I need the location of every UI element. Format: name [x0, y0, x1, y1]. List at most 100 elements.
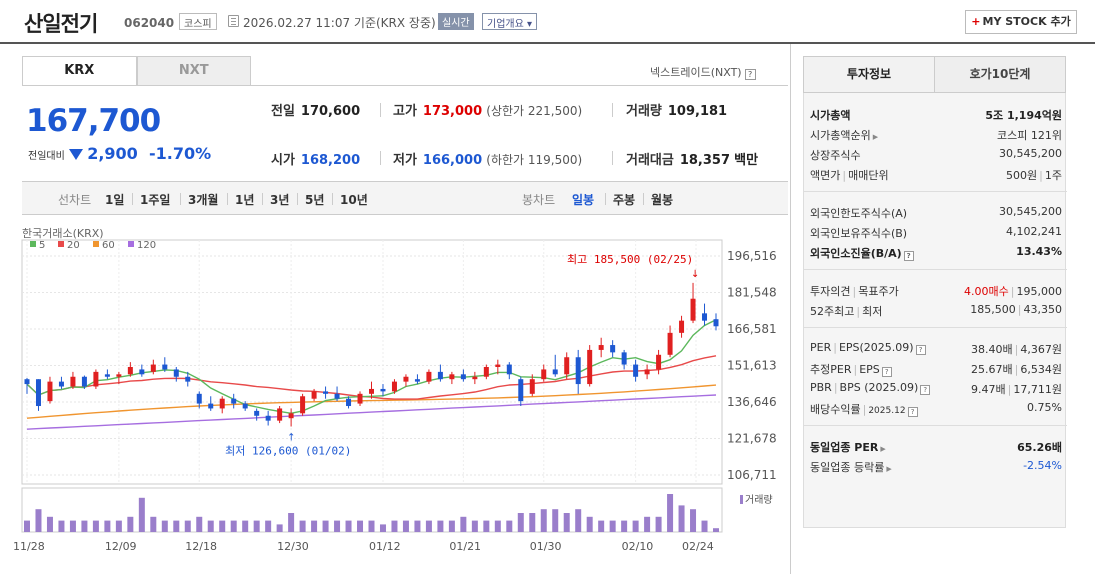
- volume-bar: [196, 516, 203, 532]
- row-sector-per[interactable]: 동일업종 PER ▶ 65.26배: [810, 441, 1062, 454]
- candle-body: [81, 376, 87, 387]
- candle-body: [311, 391, 317, 399]
- help-icon[interactable]: ?: [881, 367, 892, 377]
- candle-monthly[interactable]: 월봉: [651, 193, 674, 207]
- row-sector-rate[interactable]: 동일업종 등락률 ▶ -2.54%: [810, 459, 1062, 474]
- candle-body: [254, 410, 260, 416]
- volume-bar: [24, 520, 30, 532]
- y-tick-label: 196,516: [727, 249, 777, 263]
- volume-bar: [150, 516, 157, 532]
- plot-frame: [21, 239, 723, 485]
- volume-bar: [92, 520, 99, 532]
- volume-bar: [471, 520, 478, 532]
- volume-bar: [276, 524, 283, 532]
- candle-body: [219, 398, 225, 409]
- period-1y[interactable]: 1년: [235, 193, 255, 207]
- nextrade-link[interactable]: 넥스트레이드(NXT)?: [650, 64, 756, 80]
- price-change: 전일대비 2,900 -1.70%: [28, 144, 211, 163]
- candle-body: [633, 364, 639, 377]
- volume-legend-swatch: [740, 495, 743, 504]
- market-badge: 코스피: [179, 13, 217, 30]
- help-icon[interactable]: ?: [920, 385, 931, 395]
- help-icon[interactable]: ?: [744, 69, 756, 80]
- candle-body: [449, 374, 455, 380]
- row-pbr: PBR | BPS (2025.09)? 9.47배 | 17,711원: [810, 381, 1062, 396]
- legend-swatch: [30, 241, 36, 247]
- plus-icon: +: [971, 15, 981, 28]
- divider: [804, 191, 1067, 192]
- candle-body: [104, 374, 110, 377]
- tab-krx[interactable]: KRX: [22, 56, 137, 86]
- mystock-add-button[interactable]: + MY STOCK 추가: [965, 10, 1077, 34]
- row-foreign-hold: 외국인보유주식수(B) 4,102,241: [810, 225, 1062, 240]
- candle-body: [357, 393, 363, 404]
- candle-body: [35, 379, 41, 407]
- tab-orderbook[interactable]: 호가10단계: [935, 56, 1066, 93]
- candle-body: [656, 354, 662, 370]
- x-tick-label: 12/30: [277, 540, 309, 553]
- period-3y[interactable]: 3년: [270, 193, 290, 207]
- volume-bar: [357, 520, 364, 532]
- legend-label: 120: [137, 240, 156, 251]
- candle-body: [644, 369, 650, 375]
- divider: [227, 193, 228, 205]
- legend-swatch: [128, 241, 134, 247]
- row-par: 액면가 | 매매단위 500원 | 1주: [810, 169, 1062, 182]
- stock-header: 산일전기 062040 코스피 2026.02.27 11:07 기준(KRX …: [0, 0, 1095, 44]
- period-5y[interactable]: 5년: [305, 193, 325, 207]
- volume-bar: [621, 520, 628, 532]
- help-icon[interactable]: ?: [915, 345, 926, 355]
- period-3m[interactable]: 3개월: [188, 193, 219, 207]
- volume-bar: [701, 520, 708, 532]
- candle-weekly[interactable]: 주봉: [613, 193, 636, 207]
- candle-body: [460, 374, 466, 380]
- volume-bar: [667, 494, 674, 532]
- help-icon[interactable]: ?: [907, 407, 918, 417]
- x-tick-label: 12/09: [105, 540, 137, 553]
- ma60-line: [26, 384, 717, 419]
- volume-bar: [425, 520, 432, 532]
- candle-body: [483, 366, 489, 377]
- quote-amount: 거래대금 18,357 백만: [626, 153, 759, 168]
- help-icon[interactable]: ?: [903, 251, 914, 261]
- candle-body: [426, 371, 432, 382]
- period-1d[interactable]: 1일: [105, 193, 125, 207]
- timestamp: 2026.02.27 11:07 기준(KRX 장중): [243, 16, 436, 30]
- divider: [643, 193, 644, 205]
- volume-bar: [713, 528, 719, 532]
- divider: [804, 327, 1067, 328]
- line-chart-label[interactable]: 선차트: [58, 193, 92, 207]
- x-tick-label: 01/21: [449, 540, 481, 553]
- volume-bar: [161, 520, 168, 532]
- tab-nxt[interactable]: NXT: [136, 56, 251, 86]
- volume-bar: [288, 513, 295, 532]
- volume-bar: [586, 516, 593, 532]
- candle-body: [288, 413, 294, 419]
- volume-bar: [448, 520, 455, 532]
- corp-info-dropdown[interactable]: 기업개요 ▾: [482, 13, 537, 30]
- tab-invest-info[interactable]: 투자정보: [803, 56, 935, 93]
- row-opinion: 투자의견 | 목표주가 4.00매수 | 195,000: [810, 285, 1062, 298]
- period-1w[interactable]: 1주일: [140, 193, 171, 207]
- volume-bar: [219, 520, 226, 532]
- y-tick-label: 166,581: [727, 322, 777, 336]
- candle-body: [185, 376, 191, 382]
- volume-bar: [299, 520, 306, 532]
- period-10y[interactable]: 10년: [340, 193, 368, 207]
- price-chart[interactable]: 196,516 181,548 166,581 151,613 136,646 121,6…: [0, 218, 790, 574]
- candle-body: [242, 403, 248, 409]
- candle-chart-label[interactable]: 봉차트: [522, 193, 556, 207]
- row-mcap-rank[interactable]: 시가총액시가총액순위▶코스피 121위: [810, 129, 1062, 142]
- candle-body: [679, 320, 685, 333]
- candle-daily[interactable]: 일봉: [572, 193, 595, 207]
- volume-bar: [115, 520, 122, 532]
- candle-body: [380, 388, 386, 392]
- candle-body: [495, 364, 501, 367]
- volume-bar: [184, 520, 191, 532]
- ma120-line: [26, 394, 717, 430]
- realtime-badge[interactable]: 실시간: [438, 13, 474, 30]
- candle-body: [541, 369, 547, 380]
- candle-body: [667, 332, 673, 355]
- candle-body: [127, 366, 133, 375]
